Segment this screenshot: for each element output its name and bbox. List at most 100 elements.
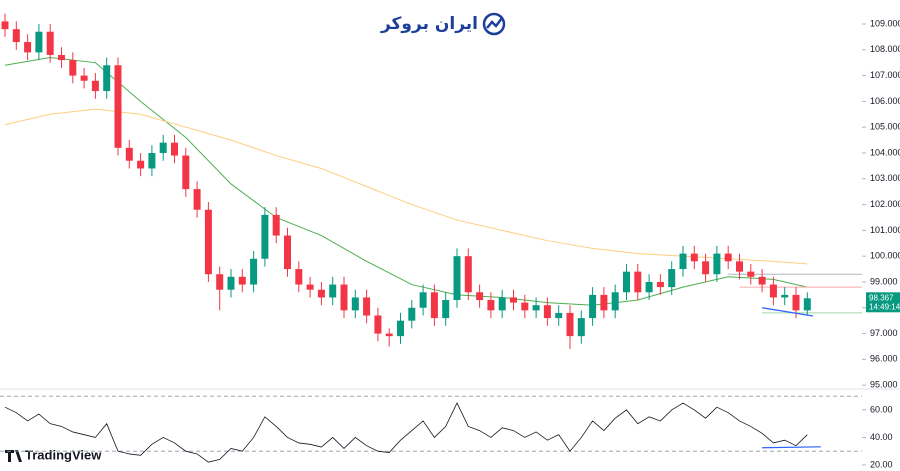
rsi-trendline <box>762 446 821 449</box>
logo-text: ایران بروکر <box>380 14 478 34</box>
candle-body <box>125 147 133 161</box>
logo-arrow <box>486 17 503 29</box>
candle-body <box>114 65 122 148</box>
candle-body <box>261 214 269 259</box>
rsi-tick-label: 40.00 <box>870 432 893 442</box>
candle-body <box>747 271 755 277</box>
candle-body <box>1 21 9 30</box>
candle-body <box>306 284 314 290</box>
y-tick-label: 109.000 <box>870 18 900 28</box>
candle-body <box>769 284 777 298</box>
y-tick-label: 95.000 <box>870 380 898 390</box>
rsi-line <box>4 402 808 463</box>
tv-icon <box>5 450 22 462</box>
candle-body <box>623 271 630 293</box>
candle-body <box>600 294 608 311</box>
candle-body <box>397 320 404 337</box>
candle-body <box>148 152 156 169</box>
y-tick-label: 104.000 <box>870 147 900 157</box>
candle-body <box>385 333 393 337</box>
candle-body <box>91 80 99 92</box>
y-tick-label: 99.000 <box>870 276 898 286</box>
candle-body <box>80 75 88 81</box>
countdown: 14:49:14 <box>869 302 900 311</box>
candle-body <box>476 292 484 301</box>
candle-body <box>634 271 642 293</box>
last-price-box <box>866 292 900 313</box>
candle-body <box>351 297 359 311</box>
candle-body <box>363 297 371 316</box>
candle-body <box>329 284 337 298</box>
candle-body <box>656 281 664 288</box>
candle-body <box>543 305 551 319</box>
candle-body <box>171 142 178 156</box>
candle-body <box>35 31 43 53</box>
candle-body <box>781 294 789 298</box>
candle-body <box>532 305 540 311</box>
candle-body <box>566 312 574 337</box>
rsi-tick-label: 60.00 <box>870 404 893 414</box>
y-tick-label: 103.000 <box>870 173 900 183</box>
y-tick-label: 107.000 <box>870 70 900 80</box>
candle-body <box>679 253 687 270</box>
candle-body <box>736 261 743 272</box>
candle-body <box>204 209 212 275</box>
candle-body <box>46 31 54 55</box>
candle-body <box>589 294 597 319</box>
candle-body <box>408 307 416 321</box>
candle-body <box>419 292 427 308</box>
candle-body <box>510 297 517 303</box>
candle-body <box>645 281 653 293</box>
candle-body <box>238 276 246 285</box>
candle-body <box>374 315 382 334</box>
tv-text: TradingView <box>25 447 102 462</box>
candle-body <box>69 60 77 76</box>
candle-body <box>803 298 811 311</box>
moving-average <box>4 57 808 306</box>
candle-body <box>340 284 348 311</box>
y-tick-label: 105.000 <box>870 122 900 132</box>
candle-body <box>577 318 585 337</box>
candle-body <box>216 274 224 290</box>
candle-body <box>487 300 495 311</box>
candle-body <box>12 29 20 43</box>
candle-body <box>317 289 325 298</box>
y-tick-label: 97.000 <box>870 328 898 338</box>
y-tick-label: 102.000 <box>870 199 900 209</box>
candle-body <box>295 269 303 285</box>
candle-body <box>24 42 32 53</box>
candle-body <box>227 276 235 290</box>
candle-body <box>182 155 190 190</box>
candle-body <box>442 300 450 319</box>
candle-body <box>521 302 529 311</box>
candle-body <box>103 65 111 92</box>
y-tick-label: 100.000 <box>870 251 900 261</box>
candle-body <box>272 214 280 236</box>
y-tick-label: 96.000 <box>870 354 898 364</box>
candle-body <box>498 297 506 311</box>
candle-body <box>724 253 732 262</box>
candle-body <box>250 258 258 285</box>
candle-body <box>159 142 167 153</box>
candle-body <box>611 292 619 311</box>
logo-icon <box>482 12 506 36</box>
candle-body <box>137 160 145 169</box>
logo: ایران بروکر <box>380 12 506 36</box>
candle-body <box>690 253 698 262</box>
rsi-tick-label: 20.00 <box>870 459 893 469</box>
candle-body <box>668 269 676 288</box>
candle-body <box>453 256 461 301</box>
candle-body <box>555 312 563 319</box>
y-tick-label: 108.000 <box>870 44 900 54</box>
candle-body <box>430 292 438 319</box>
candle-body <box>758 276 766 285</box>
candle-body <box>792 294 800 311</box>
trendline <box>762 307 814 317</box>
y-tick-label: 101.000 <box>870 225 900 235</box>
candle-body <box>713 253 721 275</box>
candle-body <box>702 261 710 275</box>
candle-body <box>284 235 291 270</box>
last-price: 98.367 <box>869 293 894 302</box>
